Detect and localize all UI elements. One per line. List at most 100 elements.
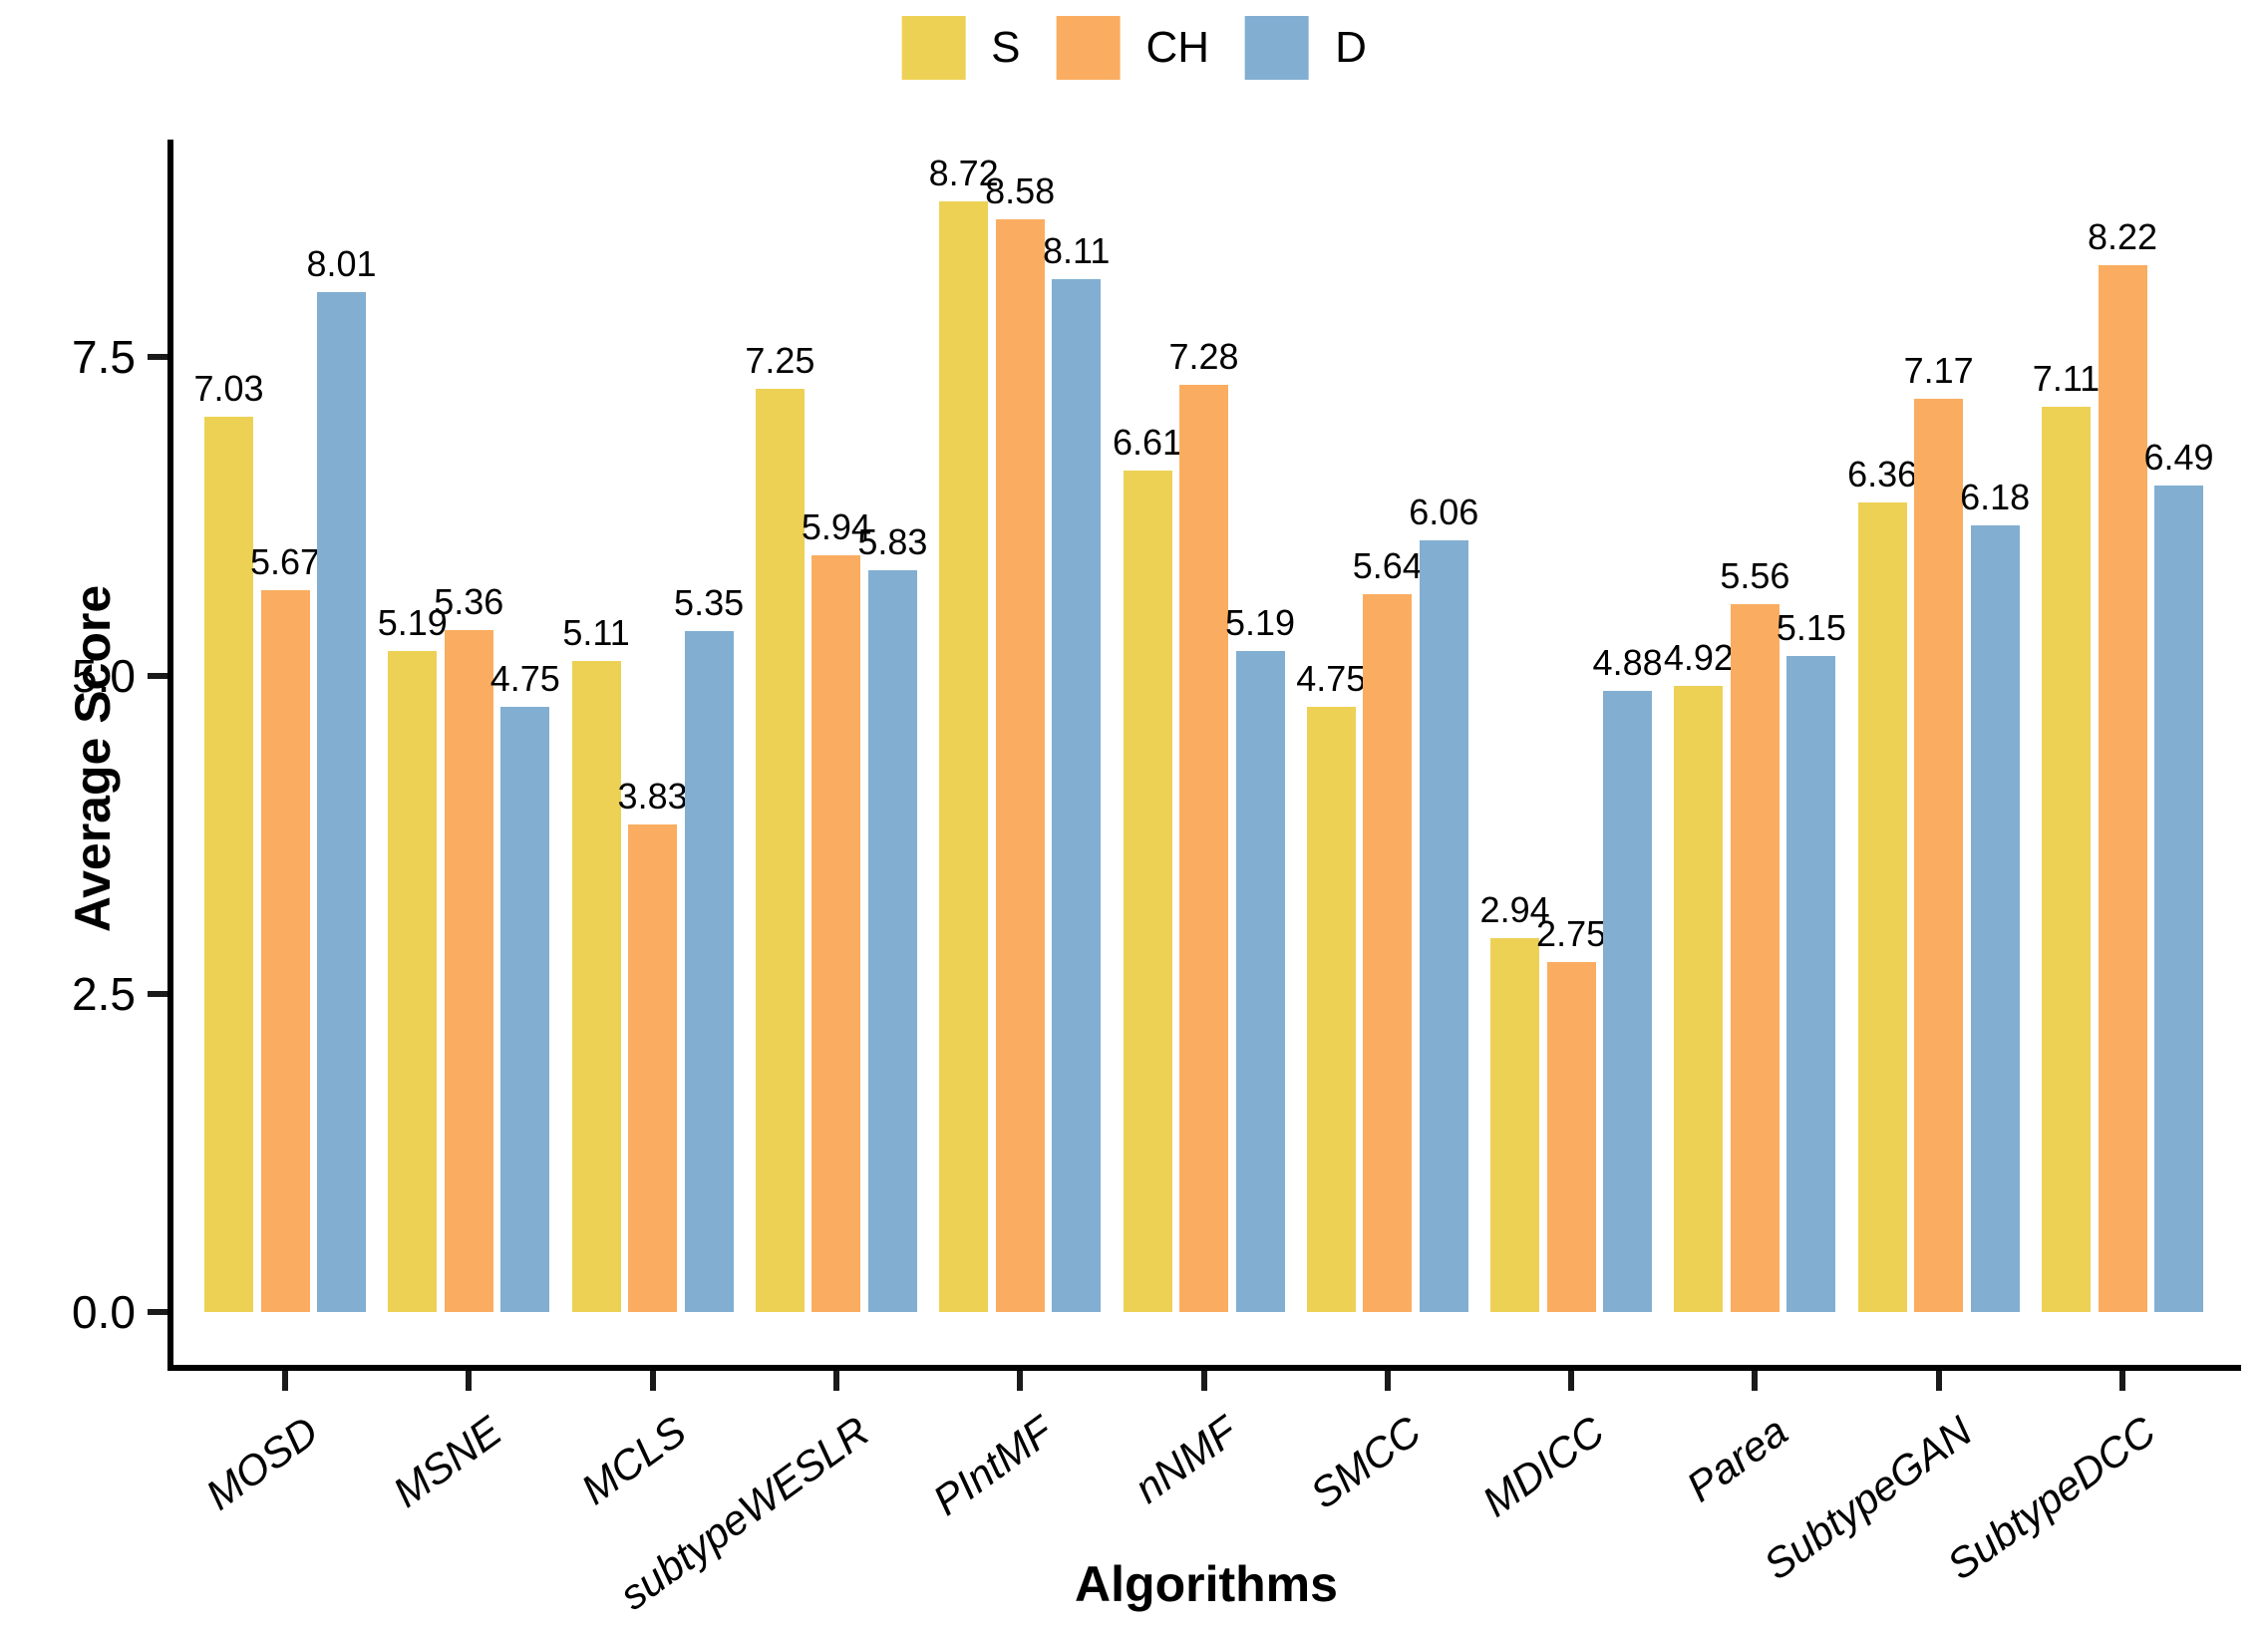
bar-value-label: 6.18	[1960, 476, 2031, 517]
y-axis-title: Average Score	[65, 584, 121, 933]
bar	[1306, 707, 1356, 1312]
bar	[388, 651, 438, 1312]
y-tick-label: 7.5	[72, 331, 136, 384]
bar	[1419, 540, 1468, 1312]
bar-value-label: 5.83	[857, 520, 928, 562]
bar-value-label: 5.11	[562, 612, 630, 654]
bar-value-label: 2.94	[1479, 888, 1550, 930]
bar	[867, 569, 917, 1312]
bar-value-label: 8.22	[2087, 216, 2158, 258]
bar	[1970, 524, 2020, 1312]
bar	[1052, 279, 1102, 1312]
x-axis-line	[167, 1365, 2241, 1371]
bar	[1730, 603, 1780, 1312]
bar	[995, 219, 1045, 1312]
bar	[260, 589, 310, 1312]
bar-value-label: 6.49	[2143, 437, 2214, 479]
y-tick	[148, 354, 167, 361]
bar-value-label: 5.64	[1352, 544, 1423, 586]
legend-swatch	[901, 16, 966, 80]
bar	[1603, 690, 1653, 1312]
bar-value-label: 4.75	[489, 658, 560, 700]
y-tick	[148, 990, 167, 997]
bar	[317, 292, 366, 1312]
bar-value-label: 5.19	[1224, 602, 1296, 644]
legend-swatch	[1245, 16, 1310, 80]
bar	[755, 389, 805, 1312]
bar-value-label: 7.11	[2032, 358, 2101, 400]
y-tick-label: 0.0	[72, 1286, 136, 1338]
bar-value-label: 3.83	[617, 775, 688, 817]
legend-label: CH	[1145, 23, 1210, 72]
bar	[1363, 593, 1413, 1312]
bar	[1786, 656, 1836, 1312]
x-tick	[1935, 1371, 1942, 1391]
x-tick	[466, 1371, 473, 1391]
bar	[939, 201, 989, 1312]
bar	[684, 630, 734, 1312]
bar-value-label: 4.92	[1663, 636, 1734, 678]
legend-label: D	[1335, 23, 1367, 72]
bar	[1179, 385, 1228, 1312]
bar-value-label: 7.25	[745, 340, 815, 382]
bar-value-label: 7.28	[1168, 336, 1239, 378]
bar-value-label: 5.56	[1720, 554, 1790, 596]
bar	[1490, 937, 1540, 1312]
x-tick	[832, 1371, 839, 1391]
bar-value-label: 8.72	[928, 153, 999, 194]
bar	[1123, 470, 1172, 1312]
bar	[628, 823, 678, 1312]
bar	[1914, 399, 1964, 1312]
bar	[811, 555, 861, 1312]
bar-value-label: 8.01	[306, 243, 377, 285]
legend-label: S	[991, 23, 1021, 72]
y-tick	[148, 672, 167, 679]
bar	[1546, 961, 1596, 1312]
y-tick-label: 2.5	[72, 967, 136, 1020]
x-tick	[1200, 1371, 1207, 1391]
bar-value-label: 2.75	[1536, 912, 1607, 954]
legend: S CH D	[901, 16, 1367, 80]
bar	[571, 661, 621, 1312]
bar	[2098, 265, 2147, 1312]
x-tick	[1017, 1371, 1024, 1391]
bar-value-label: 6.61	[1112, 421, 1183, 463]
bar-value-label: 5.19	[377, 602, 448, 644]
x-tick	[282, 1371, 288, 1391]
legend-item: S	[901, 16, 1021, 80]
y-tick-label: 5.0	[72, 649, 136, 702]
legend-item: CH	[1056, 16, 1210, 80]
bar	[1674, 685, 1724, 1312]
bar-value-label: 5.94	[801, 506, 871, 548]
x-tick	[2119, 1371, 2125, 1391]
bar	[1235, 651, 1285, 1312]
bar-value-label: 8.11	[1042, 230, 1111, 272]
bar-value-label: 6.06	[1409, 492, 1479, 533]
bar	[204, 417, 253, 1312]
y-tick	[148, 1309, 167, 1315]
bar-value-label: 8.58	[985, 170, 1056, 212]
bar-value-label: 4.75	[1296, 658, 1367, 700]
bar-value-label: 7.17	[1903, 350, 1974, 392]
bar	[2042, 407, 2091, 1312]
bar-value-label: 6.36	[1847, 453, 1918, 494]
bar-value-label: 5.35	[674, 581, 745, 623]
x-tick	[1752, 1371, 1759, 1391]
bar	[2154, 486, 2203, 1312]
bar-value-label: 5.15	[1776, 607, 1846, 649]
bar-value-label: 7.03	[193, 368, 264, 410]
x-axis-title: Algorithms	[1075, 1556, 1338, 1612]
y-axis-line	[167, 140, 173, 1371]
legend-item: D	[1245, 16, 1367, 80]
x-tick	[1384, 1371, 1391, 1391]
x-tick	[1568, 1371, 1575, 1391]
bar	[500, 707, 550, 1312]
legend-swatch	[1056, 16, 1121, 80]
bar	[444, 629, 493, 1312]
bar-value-label: 4.88	[1592, 641, 1663, 683]
x-tick	[649, 1371, 656, 1391]
bar-value-label: 5.67	[249, 540, 321, 582]
bar	[1857, 501, 1907, 1312]
bar-value-label: 5.36	[434, 580, 504, 622]
